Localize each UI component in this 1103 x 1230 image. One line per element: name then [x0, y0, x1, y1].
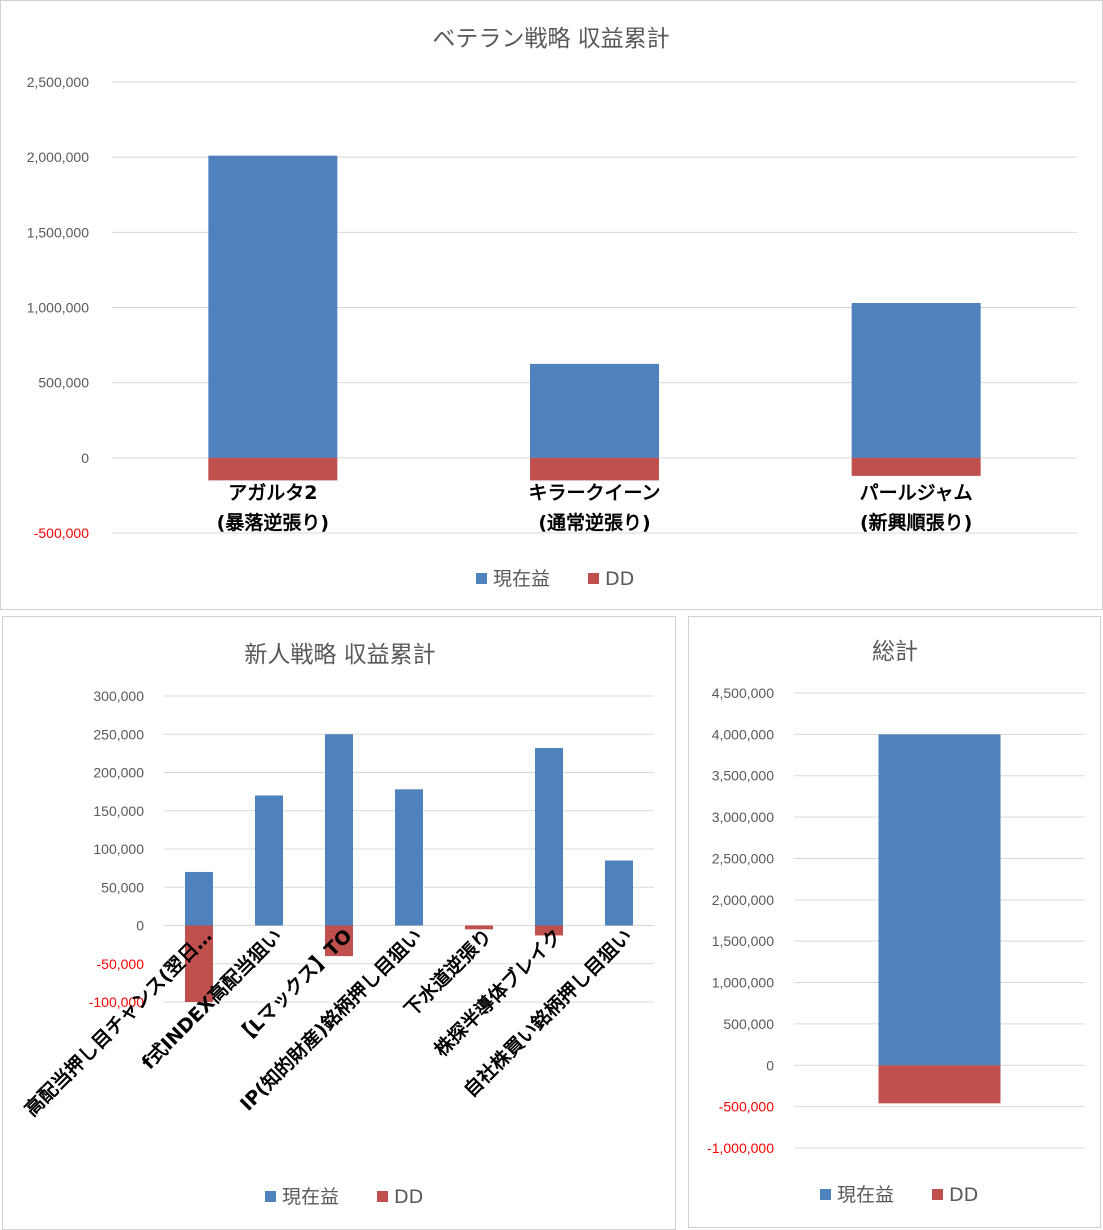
y-tick-label: 0: [136, 918, 144, 934]
y-tick-label: 1,000,000: [712, 975, 774, 991]
bar-dd: [208, 457, 338, 481]
y-tick-label: 1,500,000: [27, 224, 89, 240]
legend-swatch-profit: [265, 1191, 276, 1202]
legend-label-profit: 現在益: [493, 568, 550, 590]
chart-title: ベテラン戦略 収益累計: [432, 26, 669, 52]
bar-profit: [185, 871, 213, 926]
y-tick-label: 2,500,000: [27, 74, 89, 90]
y-tick-label: 300,000: [93, 688, 144, 704]
y-tick-label: 0: [766, 1057, 774, 1073]
y-tick-label: 0: [81, 450, 89, 466]
bar-dd: [878, 1065, 1001, 1104]
bar-profit: [395, 789, 423, 926]
y-tick-label: -100,000: [89, 994, 144, 1010]
bar-profit: [605, 860, 633, 926]
total-chart-panel: 総計 -1,000,000 -500,000 0 500,000 1,000,000 1,5…: [688, 616, 1101, 1228]
newbie-chart-panel: 新人戦略 収益累計 -100,000 -50,000 0 50,000 100,000 15…: [2, 616, 676, 1230]
y-tick-label: -500,000: [719, 1099, 774, 1115]
veteran-chart-panel: ベテラン戦略 収益累計 -500,000 0 500,000 1,000,000 1,50…: [0, 0, 1103, 610]
y-tick-label: -50,000: [97, 956, 145, 972]
category-label: (新興順張り): [860, 511, 972, 534]
y-tick-label: 100,000: [93, 841, 144, 857]
bar-profit: [325, 734, 353, 926]
legend-label-dd: DD: [605, 568, 634, 590]
legend-label-profit: 現在益: [837, 1184, 894, 1206]
bar-dd: [465, 925, 493, 930]
y-tick-label: 2,000,000: [712, 892, 774, 908]
bar-profit: [878, 734, 1001, 1066]
bar-profit: [208, 155, 338, 458]
y-tick-label: -1,000,000: [707, 1140, 774, 1156]
y-tick-label: 1,000,000: [27, 300, 89, 316]
newbie-chart: 新人戦略 収益累計 -100,000 -50,000 0 50,000 100,000 15…: [20, 642, 654, 1208]
bar-dd: [851, 457, 981, 476]
y-tick-label: 50,000: [101, 879, 144, 895]
y-tick-label: 250,000: [93, 726, 144, 742]
bar-dd: [530, 457, 659, 481]
category-label: 株探半導体ブレイク: [430, 924, 567, 1061]
legend-swatch-profit: [476, 573, 487, 584]
bar-profit: [851, 302, 981, 458]
legend-swatch-profit: [820, 1189, 831, 1200]
y-tick-label: 150,000: [93, 803, 144, 819]
legend-label-dd: DD: [394, 1186, 423, 1208]
category-label: 【Lマックス】TO: [231, 924, 357, 1050]
bar-profit: [535, 748, 563, 926]
chart-title: 新人戦略 収益累計: [244, 642, 435, 668]
veteran-chart: ベテラン戦略 収益累計 -500,000 0 500,000 1,000,000 1,50…: [27, 26, 1077, 590]
y-tick-label: 500,000: [723, 1016, 774, 1032]
category-label: (通常逆張り): [538, 511, 650, 534]
y-tick-label: -500,000: [34, 525, 89, 541]
category-label: アガルタ2: [228, 482, 317, 504]
legend-swatch-dd: [377, 1191, 388, 1202]
bar-profit: [530, 363, 659, 458]
legend-swatch-dd: [588, 573, 599, 584]
y-tick-label: 3,000,000: [712, 809, 774, 825]
category-label: (暴落逆張り): [217, 511, 329, 534]
y-tick-label: 1,500,000: [712, 933, 774, 949]
y-tick-label: 4,500,000: [712, 685, 774, 701]
bar-profit: [255, 795, 283, 926]
y-tick-label: 3,500,000: [712, 768, 774, 784]
bar-dd: [325, 925, 353, 957]
bar-dd: [185, 925, 213, 1002]
y-tick-label: 4,000,000: [712, 726, 774, 742]
y-tick-label: 2,000,000: [27, 149, 89, 165]
total-chart: 総計 -1,000,000 -500,000 0 500,000 1,000,000 1,5…: [707, 639, 1085, 1206]
category-label: キラークイーン: [528, 482, 660, 504]
legend-swatch-dd: [932, 1189, 943, 1200]
legend-label-dd: DD: [949, 1184, 978, 1206]
chart-title: 総計: [872, 639, 918, 665]
y-tick-label: 2,500,000: [712, 850, 774, 866]
category-label: パールジャム: [860, 482, 973, 504]
y-tick-label: 500,000: [38, 375, 89, 391]
bar-dd: [535, 925, 563, 936]
y-tick-label: 200,000: [93, 765, 144, 781]
legend-label-profit: 現在益: [282, 1186, 339, 1208]
